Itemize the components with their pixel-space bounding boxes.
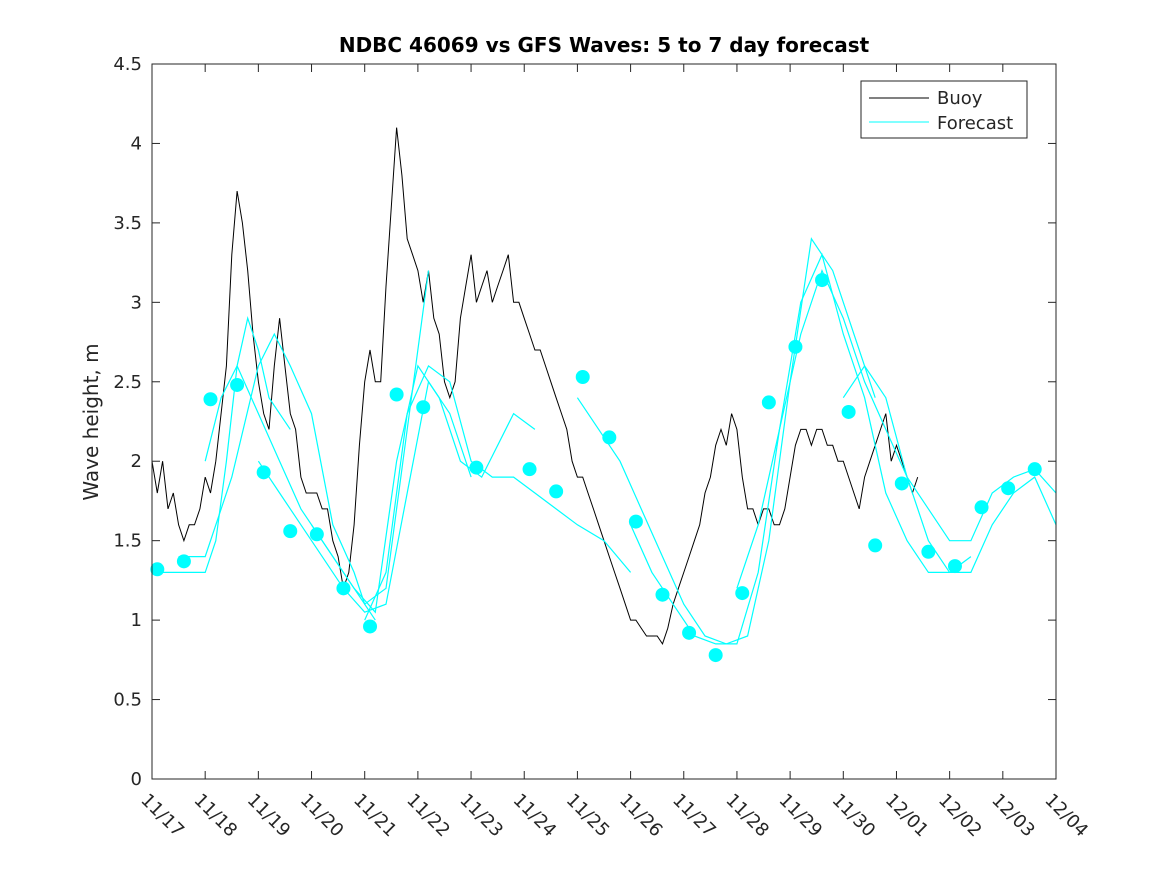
y-tick-label: 2.5 — [113, 372, 142, 393]
forecast-marker — [469, 460, 484, 475]
forecast-marker — [336, 581, 351, 596]
forecast-marker — [708, 648, 723, 663]
legend-forecast-label: Forecast — [937, 113, 1013, 134]
y-tick-label: 0.5 — [113, 690, 142, 711]
y-tick-label: 0 — [131, 769, 142, 790]
forecast-marker — [921, 544, 936, 559]
y-tick-label: 1 — [131, 610, 142, 631]
plot-area — [152, 64, 1056, 779]
buoy-series-layer — [151, 127, 919, 646]
forecast-marker — [416, 400, 431, 415]
legend-buoy-label: Buoy — [937, 88, 983, 109]
forecast-marker — [575, 370, 590, 385]
forecast-marker — [682, 625, 697, 640]
forecast-marker — [815, 273, 830, 288]
forecast-marker — [150, 562, 165, 577]
forecast-marker — [894, 476, 909, 491]
forecast-marker — [1001, 481, 1016, 496]
y-tick-label: 4.5 — [113, 54, 142, 75]
forecast-series-line-2 — [178, 332, 376, 621]
forecast-series-line-8 — [630, 252, 972, 645]
forecast-marker — [522, 462, 537, 477]
forecast-marker — [602, 430, 617, 445]
y-axis-label: Wave height, m — [79, 343, 103, 500]
plot-frame — [151, 63, 1057, 780]
forecast-marker — [309, 527, 324, 542]
forecast-marker — [655, 587, 670, 602]
y-tick-label: 1.5 — [113, 531, 142, 552]
y-tick-label: 2 — [131, 451, 142, 472]
forecast-marker — [788, 339, 803, 354]
forecast-marker — [868, 538, 883, 553]
forecast-marker — [363, 619, 378, 634]
forecast-marker — [1027, 462, 1042, 477]
forecast-marker — [256, 465, 271, 480]
forecast-marker — [974, 500, 989, 515]
y-axis: 0 0.5 1 1.5 2 2.5 3 3.5 4 4.5 — [113, 54, 1056, 790]
forecast-marker — [735, 586, 750, 601]
forecast-marker — [841, 404, 856, 419]
forecast-series-line-6 — [364, 364, 632, 621]
forecast-series-line-5 — [311, 364, 536, 614]
y-tick-label: 3.5 — [113, 213, 142, 234]
forecast-marker-layer — [150, 273, 1042, 663]
forecast-marker — [549, 484, 564, 499]
forecast-marker — [389, 387, 404, 402]
y-tick-label: 4 — [131, 133, 142, 154]
legend: Buoy Forecast — [860, 80, 1028, 139]
legend-box — [860, 80, 1028, 139]
forecast-marker — [176, 554, 191, 569]
forecast-marker — [947, 559, 962, 574]
forecast-marker — [628, 514, 643, 529]
chart-title: NDBC 46069 vs GFS Waves: 5 to 7 day fore… — [339, 33, 870, 57]
y-tick-label: 3 — [131, 292, 142, 313]
forecast-series-line-10 — [842, 364, 1057, 574]
forecast-marker — [230, 377, 245, 392]
forecast-marker — [283, 524, 298, 539]
buoy-series-line — [151, 127, 919, 646]
forecast-marker — [761, 395, 776, 410]
forecast-marker — [203, 392, 218, 407]
